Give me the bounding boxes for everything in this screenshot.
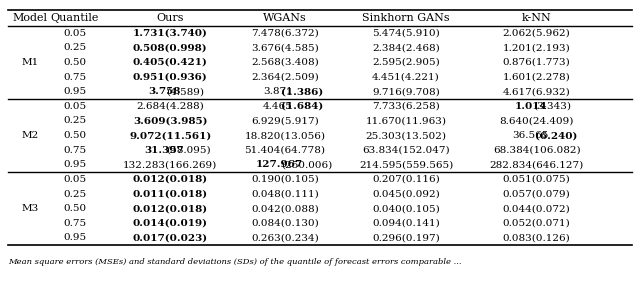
Text: Mean square errors (MSEs) and standard deviations (SDs) of the quantile of forec: Mean square errors (MSEs) and standard d… [8,258,461,266]
Text: 0.05: 0.05 [63,175,86,184]
Text: 0.25: 0.25 [63,43,86,52]
Text: 0.876(1.773): 0.876(1.773) [503,58,570,67]
Text: 9.716(9.708): 9.716(9.708) [372,87,440,96]
Text: 2.062(5.962): 2.062(5.962) [503,29,570,38]
Text: 0.50: 0.50 [63,58,86,67]
Text: 1.731(3.740): 1.731(3.740) [133,29,208,38]
Text: 0.190(0.105): 0.190(0.105) [251,175,319,184]
Text: 2.384(2.468): 2.384(2.468) [372,43,440,52]
Text: 0.057(0.079): 0.057(0.079) [503,190,570,199]
Text: (1.684): (1.684) [281,102,323,111]
Text: 0.094(0.141): 0.094(0.141) [372,219,440,228]
Text: 4.465: 4.465 [263,102,292,111]
Text: 0.051(0.075): 0.051(0.075) [503,175,570,184]
Text: 3.609(3.985): 3.609(3.985) [133,117,207,125]
Text: 0.25: 0.25 [63,190,86,199]
Text: 0.017(0.023): 0.017(0.023) [132,233,208,242]
Text: 214.595(559.565): 214.595(559.565) [359,160,453,169]
Text: 0.042(0.088): 0.042(0.088) [251,204,319,213]
Text: 0.045(0.092): 0.045(0.092) [372,190,440,199]
Text: 8.640(24.409): 8.640(24.409) [499,117,574,125]
Text: (1.386): (1.386) [281,87,323,96]
Text: 0.405(0.421): 0.405(0.421) [133,58,208,67]
Text: 0.05: 0.05 [63,29,86,38]
Text: 0.50: 0.50 [63,131,86,140]
Text: 0.75: 0.75 [63,146,86,155]
Text: 4.617(6.932): 4.617(6.932) [503,87,570,96]
Text: 132.283(166.269): 132.283(166.269) [123,160,218,169]
Text: M3: M3 [21,204,38,213]
Text: 31.397: 31.397 [145,146,184,155]
Text: k-NN: k-NN [522,13,552,23]
Text: 0.508(0.998): 0.508(0.998) [133,43,207,52]
Text: 0.014(0.019): 0.014(0.019) [132,219,208,228]
Text: 0.263(0.234): 0.263(0.234) [251,233,319,242]
Text: 3.871: 3.871 [263,87,292,96]
Text: 18.820(13.056): 18.820(13.056) [244,131,326,140]
Text: 63.834(152.047): 63.834(152.047) [362,146,450,155]
Text: 11.670(11.963): 11.670(11.963) [365,117,447,125]
Text: Model: Model [13,13,47,23]
Text: 7.478(6.372): 7.478(6.372) [251,29,319,38]
Text: 0.75: 0.75 [63,219,86,228]
Text: 0.011(0.018): 0.011(0.018) [132,190,208,199]
Text: 2.364(2.509): 2.364(2.509) [251,73,319,82]
Text: 36.565: 36.565 [513,131,549,140]
Text: WGANs: WGANs [263,13,307,23]
Text: 0.052(0.071): 0.052(0.071) [503,219,570,228]
Text: 2.595(2.905): 2.595(2.905) [372,58,440,67]
Text: Quantile: Quantile [51,13,99,23]
Text: 5.474(5.910): 5.474(5.910) [372,29,440,38]
Text: 0.95: 0.95 [63,87,86,96]
Text: 0.040(0.105): 0.040(0.105) [372,204,440,213]
Text: 0.207(0.116): 0.207(0.116) [372,175,440,184]
Text: 0.75: 0.75 [63,73,86,82]
Text: 2.568(3.408): 2.568(3.408) [251,58,319,67]
Text: 0.05: 0.05 [63,102,86,111]
Text: 7.733(6.258): 7.733(6.258) [372,102,440,111]
Text: 0.044(0.072): 0.044(0.072) [503,204,570,213]
Text: 282.834(646.127): 282.834(646.127) [490,160,584,169]
Text: 2.684(4.288): 2.684(4.288) [136,102,204,111]
Text: 0.25: 0.25 [63,117,86,125]
Text: 68.384(106.082): 68.384(106.082) [493,146,580,155]
Text: 0.951(0.936): 0.951(0.936) [133,73,207,82]
Text: Ours: Ours [157,13,184,23]
Text: 0.296(0.197): 0.296(0.197) [372,233,440,242]
Text: 0.95: 0.95 [63,233,86,242]
Text: 127.967: 127.967 [255,160,303,169]
Text: 1.601(2.278): 1.601(2.278) [503,73,570,82]
Text: M2: M2 [21,131,38,140]
Text: (4.589): (4.589) [166,87,205,96]
Text: 0.95: 0.95 [63,160,86,169]
Text: (3.343): (3.343) [533,102,571,111]
Text: 0.084(0.130): 0.084(0.130) [251,219,319,228]
Text: 6.929(5.917): 6.929(5.917) [251,117,319,125]
Text: (6.240): (6.240) [535,131,577,140]
Text: 4.451(4.221): 4.451(4.221) [372,73,440,82]
Text: 3.676(4.585): 3.676(4.585) [251,43,319,52]
Text: 0.083(0.126): 0.083(0.126) [503,233,570,242]
Text: (250.006): (250.006) [281,160,333,169]
Text: 0.012(0.018): 0.012(0.018) [132,175,208,184]
Text: 0.012(0.018): 0.012(0.018) [132,204,208,213]
Text: (58.095): (58.095) [166,146,211,155]
Text: 9.072(11.561): 9.072(11.561) [129,131,211,140]
Text: 25.303(13.502): 25.303(13.502) [365,131,447,140]
Text: 1.014: 1.014 [515,102,547,111]
Text: 3.758: 3.758 [148,87,180,96]
Text: Sinkhorn GANs: Sinkhorn GANs [362,13,450,23]
Text: 0.50: 0.50 [63,204,86,213]
Text: 1.201(2.193): 1.201(2.193) [503,43,570,52]
Text: 0.048(0.111): 0.048(0.111) [251,190,319,199]
Text: 51.404(64.778): 51.404(64.778) [244,146,326,155]
Text: M1: M1 [21,58,38,67]
